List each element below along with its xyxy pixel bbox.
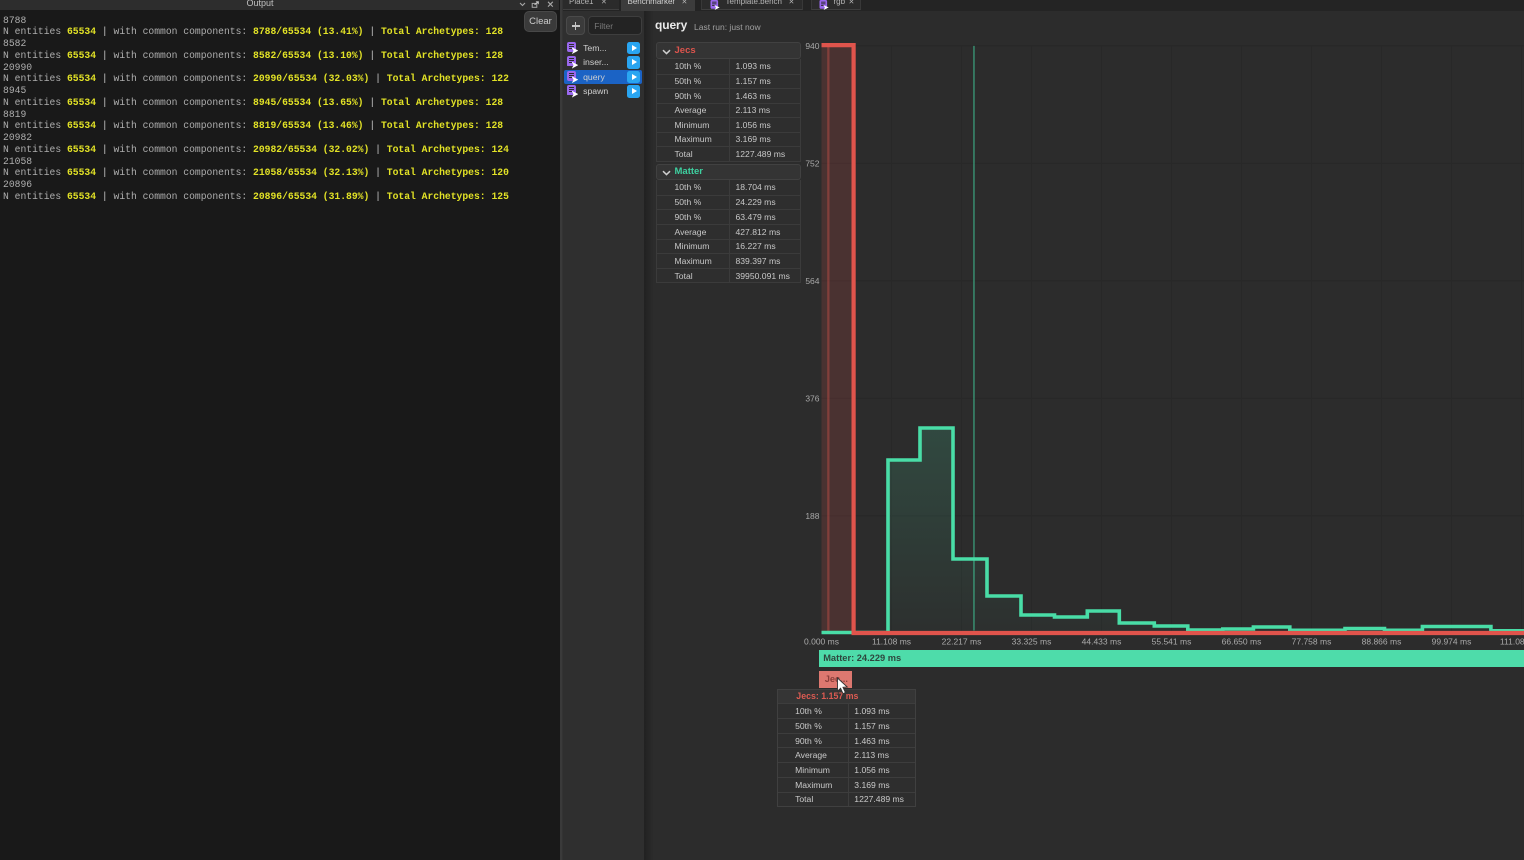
svg-text:940: 940	[805, 41, 819, 51]
svg-text:111.083 ms: 111.083 ms	[1500, 637, 1524, 647]
svg-text:77.758 ms: 77.758 ms	[1292, 637, 1332, 647]
svg-text:564: 564	[805, 276, 819, 286]
svg-text:188: 188	[805, 511, 819, 521]
svg-text:752: 752	[805, 158, 819, 168]
svg-text:22.217 ms: 22.217 ms	[942, 637, 982, 647]
svg-text:88.866 ms: 88.866 ms	[1362, 637, 1402, 647]
svg-text:44.433 ms: 44.433 ms	[1082, 637, 1122, 647]
svg-text:66.650 ms: 66.650 ms	[1222, 637, 1262, 647]
svg-text:33.325 ms: 33.325 ms	[1012, 637, 1052, 647]
svg-text:0.000 ms: 0.000 ms	[804, 637, 839, 647]
svg-text:55.541 ms: 55.541 ms	[1152, 637, 1192, 647]
svg-text:11.108 ms: 11.108 ms	[872, 637, 911, 647]
svg-text:99.974 ms: 99.974 ms	[1432, 637, 1472, 647]
svg-text:376: 376	[805, 393, 819, 403]
